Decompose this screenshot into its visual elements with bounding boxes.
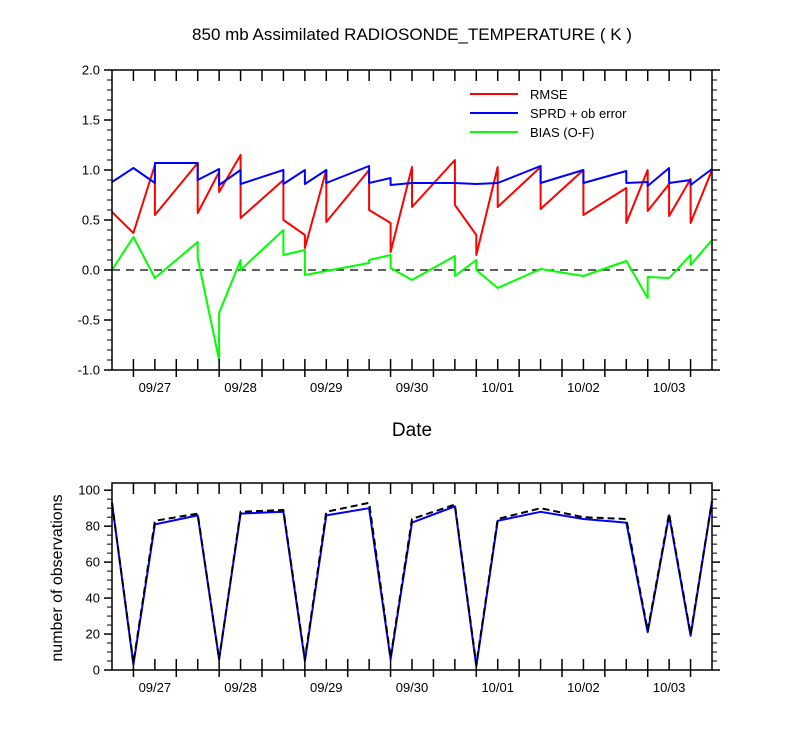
y-axis-label-observations: number of observations xyxy=(49,494,66,661)
y-tick-label: 1.5 xyxy=(82,113,100,128)
x-tick-label-10-03: 10/03 xyxy=(653,680,686,695)
x-tick-label-10-03: 10/03 xyxy=(653,380,686,395)
x-tick-label-09-29: 09/29 xyxy=(310,680,343,695)
y-tick-label: 0.5 xyxy=(82,213,100,228)
x-tick-label-10-02: 10/02 xyxy=(567,380,600,395)
x-tick-label-10-02: 10/02 xyxy=(567,680,600,695)
legend: RMSE SPRD + ob error BIAS (O-F) xyxy=(470,87,627,140)
x-tick-label-10-01: 10/01 xyxy=(481,380,514,395)
x-tick-label-09-29: 09/29 xyxy=(310,380,343,395)
legend-label-sprd-ob-error: SPRD + ob error xyxy=(530,106,627,121)
legend-label-bias-o-f: BIAS (O-F) xyxy=(530,125,594,140)
series-line-assimilated xyxy=(111,500,713,668)
series-line-rmse xyxy=(111,154,713,256)
top-plot-area: 09/27 09/28 09/29 09/30 10/01 10/02 10/03 -1.0 -… xyxy=(78,63,720,395)
legend-label-rmse: RMSE xyxy=(530,87,568,102)
series-line-possible xyxy=(111,500,713,666)
y-tick-label: 0.0 xyxy=(82,263,100,278)
x-tick-label-10-01: 10/01 xyxy=(481,680,514,695)
y-tick-label: 40 xyxy=(86,591,100,606)
x-tick-label-09-27: 09/27 xyxy=(139,680,172,695)
x-tick-label-09-28: 09/28 xyxy=(224,680,257,695)
bottom-plot-area: 09/27 09/28 09/29 09/30 10/01 10/02 10/03 0 20 40… xyxy=(78,482,720,695)
x-tick-label-09-28: 09/28 xyxy=(224,380,257,395)
x-tick-label-09-27: 09/27 xyxy=(139,380,172,395)
series-line-sprd-ob-error xyxy=(111,162,713,187)
plot-frame xyxy=(111,482,713,671)
x-tick-label-09-30: 09/30 xyxy=(396,680,429,695)
series-line-bias-o-f xyxy=(111,229,713,361)
chart-title: 850 mb Assimilated RADIOSONDE_TEMPERATUR… xyxy=(192,25,632,44)
x-tick-label-09-30: 09/30 xyxy=(396,380,429,395)
y-tick-label: 1.0 xyxy=(82,163,100,178)
y-tick-label: 20 xyxy=(86,627,100,642)
y-tick-label: 2.0 xyxy=(82,63,100,78)
bottom-panel: 09/27 09/28 09/29 09/30 10/01 10/02 10/03 0 20 40… xyxy=(49,482,720,695)
y-tick-label: 0 xyxy=(93,663,100,678)
y-tick-label: -0.5 xyxy=(78,313,100,328)
y-tick-label: 100 xyxy=(78,483,100,498)
y-tick-label: 60 xyxy=(86,555,100,570)
top-panel: 850 mb Assimilated RADIOSONDE_TEMPERATUR… xyxy=(78,25,720,441)
y-tick-label: -1.0 xyxy=(78,363,100,378)
x-axis-label: Date xyxy=(392,420,432,441)
y-tick-label: 80 xyxy=(86,519,100,534)
